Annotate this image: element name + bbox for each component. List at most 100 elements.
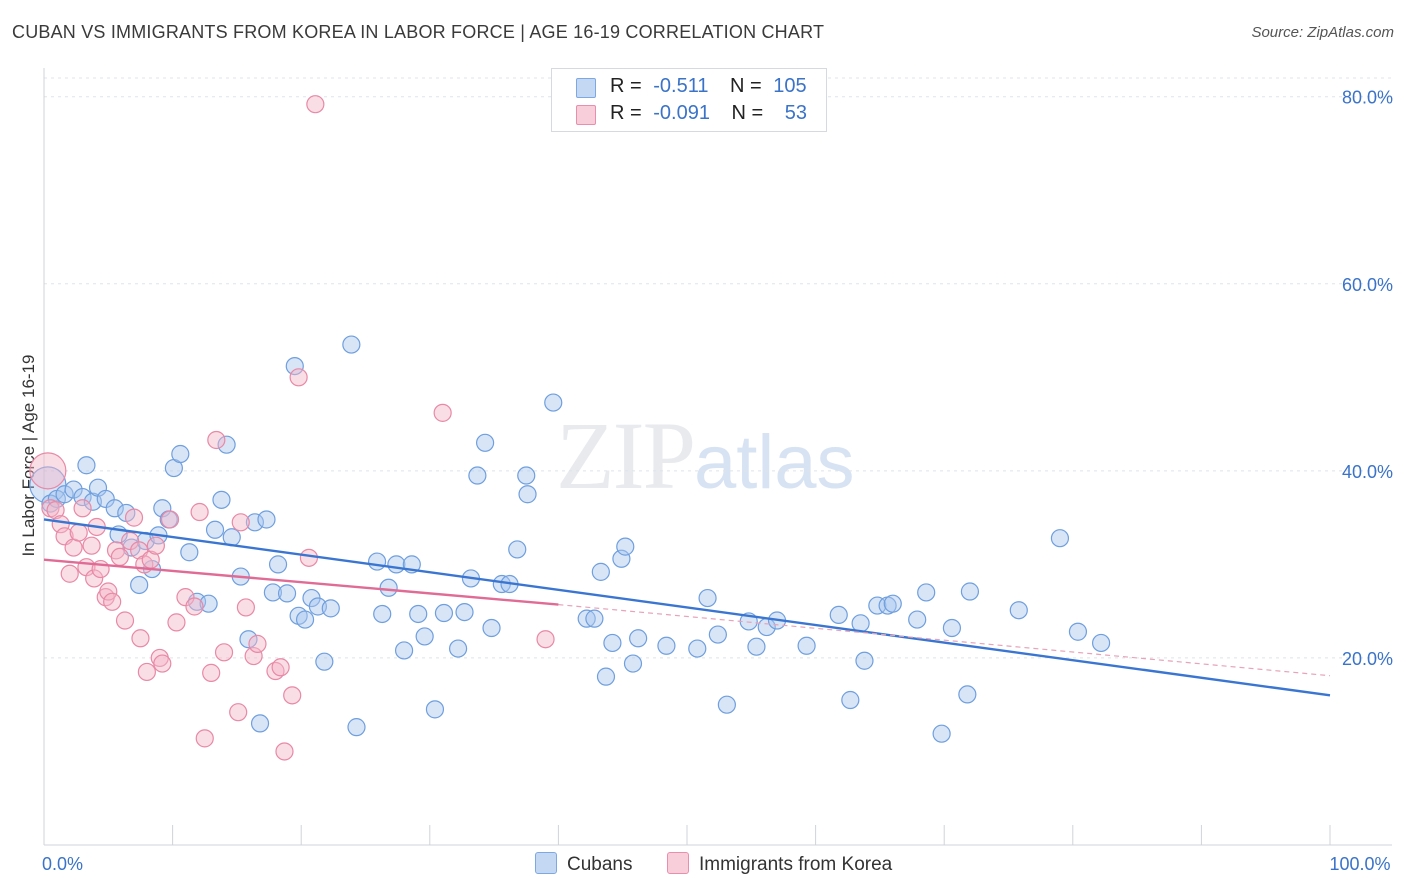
- cubans-point: [1091, 633, 1111, 653]
- y-tick-label: 20.0%: [1342, 649, 1393, 669]
- korea-point: [207, 430, 226, 450]
- korea-point: [283, 686, 302, 705]
- cubans-point: [544, 393, 563, 412]
- cubans-point: [1009, 601, 1028, 620]
- cubans-point: [698, 588, 717, 608]
- r-label: R =: [610, 75, 642, 97]
- korea-point: [185, 597, 204, 616]
- watermark-atlas: atlas: [694, 420, 855, 505]
- watermark: ZIPatlas: [556, 400, 855, 511]
- y-tick-label: 60.0%: [1342, 275, 1393, 295]
- cubans-point: [245, 513, 265, 532]
- cubans-point: [883, 594, 902, 613]
- y-axis-label: In Labor Force | Age 16-19: [19, 355, 38, 557]
- x-tick-label: 0.0%: [42, 854, 83, 874]
- chart-title: CUBAN VS IMMIGRANTS FROM KOREA IN LABOR …: [12, 22, 825, 42]
- cubans-point: [518, 485, 537, 504]
- korea-point: [60, 564, 79, 583]
- cubans-point: [958, 685, 977, 704]
- n-value: 105: [773, 75, 807, 97]
- cubans-point: [688, 639, 707, 658]
- cubans-point: [797, 636, 816, 655]
- cubans-point: [585, 609, 604, 628]
- korea-point: [124, 508, 144, 527]
- cubans-point: [394, 641, 414, 660]
- cubans-point: [199, 594, 218, 613]
- watermark-zip: ZIP: [556, 402, 696, 509]
- cubans-point: [1050, 529, 1070, 548]
- korea-point: [46, 501, 65, 520]
- korea-point: [214, 643, 234, 662]
- cubans-point: [917, 583, 936, 602]
- cubans-trend-line: [43, 518, 1331, 697]
- cubans-point: [105, 499, 124, 518]
- cubans-point: [434, 603, 454, 623]
- korea-point: [167, 613, 186, 632]
- korea-point: [82, 536, 101, 555]
- cubans-point: [387, 555, 406, 574]
- y-tick-label: 40.0%: [1342, 462, 1393, 482]
- korea-point: [248, 634, 267, 653]
- cubans-point: [321, 599, 340, 618]
- cubans-point: [868, 596, 887, 615]
- cubans-point: [379, 578, 398, 597]
- cubans-point: [508, 540, 527, 559]
- cubans-point: [239, 630, 258, 649]
- cubans-point: [448, 639, 468, 658]
- cubans-point: [616, 537, 635, 556]
- cubans-point: [960, 582, 980, 601]
- r-value: -0.511: [653, 75, 709, 97]
- cubans-point: [855, 651, 874, 670]
- korea-point: [110, 547, 129, 567]
- legend-stats-cubans: R = -0.511 N = 105: [610, 75, 807, 98]
- korea-point: [85, 569, 104, 588]
- korea-point: [299, 548, 319, 567]
- cubans-point: [596, 667, 616, 686]
- n-label: N =: [731, 102, 764, 124]
- cubans-point: [468, 466, 487, 485]
- cubans-point: [425, 700, 445, 719]
- cubans-point: [717, 695, 736, 714]
- legend-stats-korea: R = -0.091 N = 53: [610, 102, 807, 125]
- cubans-point: [475, 433, 495, 452]
- korea-point: [137, 662, 156, 682]
- cubans-point: [1068, 622, 1088, 641]
- r-value: -0.091: [653, 102, 710, 124]
- cubans-point: [908, 610, 927, 629]
- korea-point: [231, 513, 250, 532]
- legend-swatch-korea: [576, 105, 596, 125]
- bottom-legend-korea: Immigrants from Korea: [667, 852, 892, 876]
- korea-point: [99, 582, 118, 601]
- korea-point: [271, 658, 290, 677]
- cubans-point: [932, 724, 951, 743]
- cubans-point: [342, 335, 361, 354]
- korea-trend-line: [43, 558, 559, 606]
- cubans-point: [77, 456, 96, 475]
- cubans-point: [295, 610, 315, 629]
- korea-point: [146, 536, 165, 555]
- cubans-point: [55, 485, 74, 504]
- cubans-point: [841, 690, 860, 710]
- cubans-point: [205, 520, 225, 539]
- r-label: R =: [610, 102, 642, 124]
- cubans-point: [347, 718, 366, 737]
- cubans-point: [409, 604, 428, 624]
- cubans-point: [263, 583, 283, 602]
- bottom-legend-cubans: Cubans: [535, 852, 633, 876]
- korea-point: [131, 629, 150, 648]
- korea-point: [115, 611, 135, 630]
- korea-point: [29, 452, 67, 490]
- cubans-point: [415, 627, 434, 646]
- cubans-point: [517, 466, 536, 485]
- korea-point: [536, 630, 555, 649]
- korea-point: [306, 95, 325, 114]
- korea-point: [289, 368, 308, 387]
- cubans-point: [942, 618, 962, 638]
- bottom-legend-label-korea: Immigrants from Korea: [699, 854, 893, 875]
- korea-point: [433, 403, 452, 422]
- y-tick-label: 80.0%: [1342, 88, 1393, 108]
- n-label: N =: [730, 75, 762, 97]
- cubans-point: [373, 604, 392, 624]
- source-label: Source: ZipAtlas.com: [1251, 24, 1394, 41]
